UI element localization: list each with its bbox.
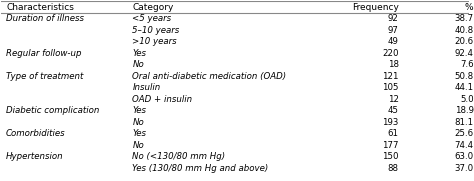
Text: 18: 18 xyxy=(388,60,399,69)
Text: 150: 150 xyxy=(383,152,399,161)
Text: Regular follow-up: Regular follow-up xyxy=(6,49,82,58)
Text: 5–10 years: 5–10 years xyxy=(132,26,180,35)
Text: Characteristics: Characteristics xyxy=(6,3,74,12)
Text: Frequency: Frequency xyxy=(352,3,399,12)
Text: 18.9: 18.9 xyxy=(455,106,474,115)
Text: Duration of illness: Duration of illness xyxy=(6,14,84,23)
Text: 38.7: 38.7 xyxy=(455,14,474,23)
Text: 97: 97 xyxy=(388,26,399,35)
Text: >10 years: >10 years xyxy=(132,37,177,46)
Text: OAD + insulin: OAD + insulin xyxy=(132,95,192,104)
Text: Insulin: Insulin xyxy=(132,83,161,92)
Text: Comorbidities: Comorbidities xyxy=(6,129,66,138)
Text: Hypertension: Hypertension xyxy=(6,152,64,161)
Text: 7.6: 7.6 xyxy=(460,60,474,69)
Text: 44.1: 44.1 xyxy=(455,83,474,92)
Text: Yes: Yes xyxy=(132,49,146,58)
Text: 37.0: 37.0 xyxy=(455,164,474,173)
Text: 92: 92 xyxy=(388,14,399,23)
Text: <5 years: <5 years xyxy=(132,14,172,23)
Text: 45: 45 xyxy=(388,106,399,115)
Text: 49: 49 xyxy=(388,37,399,46)
Text: No: No xyxy=(132,141,144,150)
Text: 92.4: 92.4 xyxy=(455,49,474,58)
Text: 74.4: 74.4 xyxy=(455,141,474,150)
Text: 63.0: 63.0 xyxy=(455,152,474,161)
Text: Category: Category xyxy=(132,3,173,12)
Text: Type of treatment: Type of treatment xyxy=(6,72,83,81)
Text: 25.6: 25.6 xyxy=(455,129,474,138)
Text: No: No xyxy=(132,118,144,127)
Text: 61: 61 xyxy=(388,129,399,138)
Text: 40.8: 40.8 xyxy=(455,26,474,35)
Text: 5.0: 5.0 xyxy=(460,95,474,104)
Text: 193: 193 xyxy=(383,118,399,127)
Text: Oral anti-diabetic medication (OAD): Oral anti-diabetic medication (OAD) xyxy=(132,72,286,81)
Text: 177: 177 xyxy=(383,141,399,150)
Text: 88: 88 xyxy=(388,164,399,173)
Text: 81.1: 81.1 xyxy=(455,118,474,127)
Text: Yes: Yes xyxy=(132,106,146,115)
Text: Diabetic complication: Diabetic complication xyxy=(6,106,100,115)
Text: 105: 105 xyxy=(383,83,399,92)
Text: 20.6: 20.6 xyxy=(455,37,474,46)
Text: %: % xyxy=(465,3,474,12)
Text: 220: 220 xyxy=(383,49,399,58)
Text: 12: 12 xyxy=(388,95,399,104)
Text: No: No xyxy=(132,60,144,69)
Text: Yes (130/80 mm Hg and above): Yes (130/80 mm Hg and above) xyxy=(132,164,269,173)
Text: 121: 121 xyxy=(383,72,399,81)
Text: 50.8: 50.8 xyxy=(455,72,474,81)
Text: Yes: Yes xyxy=(132,129,146,138)
Text: No (<130/80 mm Hg): No (<130/80 mm Hg) xyxy=(132,152,226,161)
